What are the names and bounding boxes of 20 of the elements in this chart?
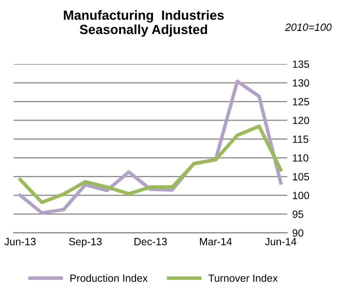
legend-label: Production Index [70,274,148,282]
y-tick-label: 125 [292,98,310,106]
chart-title: Manufacturing Industries Seasonally Adjusted [64,10,224,37]
x-tick-label: Jun-13 [4,238,36,246]
line-series [18,124,282,204]
x-tick-label: Sep-13 [69,238,102,248]
y-tick-label: 95 [292,210,304,218]
y-tick-label: 120 [292,116,310,124]
legend-label: Turnover Index [208,274,278,282]
x-tick-label: Mar-14 [200,238,232,246]
y-tick-label: 90 [292,229,304,237]
y-tick-label: 110 [292,154,308,162]
y-tick-label: 130 [292,79,310,87]
y-tick-label: 135 [292,60,310,68]
x-tick-label: Jun-14 [265,238,296,246]
y-tick-label: 100 [292,192,310,200]
text: 2010=100 [285,24,332,31]
x-tick-label: Dec-13 [134,238,167,246]
y-tick-label: 115 [292,136,308,143]
y-tick-label: 105 [292,173,310,180]
